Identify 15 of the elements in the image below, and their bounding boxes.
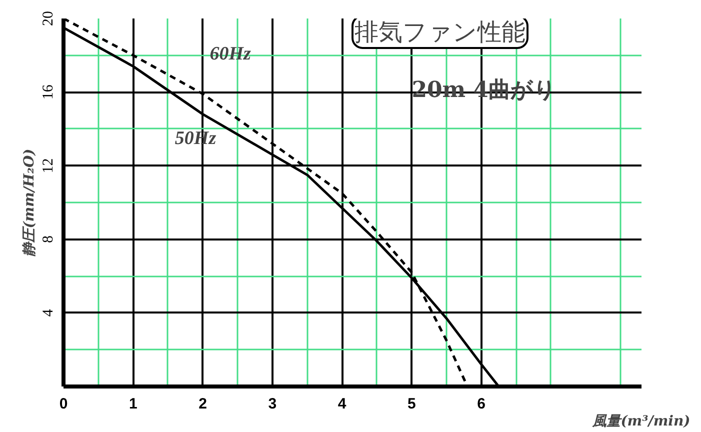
- x-tick-label: 2: [198, 396, 207, 412]
- x-tick-label: 3: [268, 396, 277, 412]
- y-tick-label: 12: [40, 158, 56, 174]
- y-tick-label: 16: [40, 84, 56, 100]
- x-tick-label: 5: [408, 396, 416, 412]
- y-tick-label: 20: [40, 11, 56, 26]
- chart-title: 排気ファン性能: [354, 18, 526, 46]
- x-axis-title: 風量(m³/min): [592, 414, 690, 430]
- x-tick-label: 0: [59, 396, 68, 412]
- x-tick-label: 1: [128, 396, 138, 412]
- y-tick-label: 4: [40, 308, 56, 317]
- y-tick-label: 8: [40, 236, 56, 244]
- y-axis-title: 静圧(mm/H₂O): [22, 148, 38, 256]
- x-tick-label: 4: [338, 396, 347, 412]
- x-tick-label: 6: [477, 396, 486, 412]
